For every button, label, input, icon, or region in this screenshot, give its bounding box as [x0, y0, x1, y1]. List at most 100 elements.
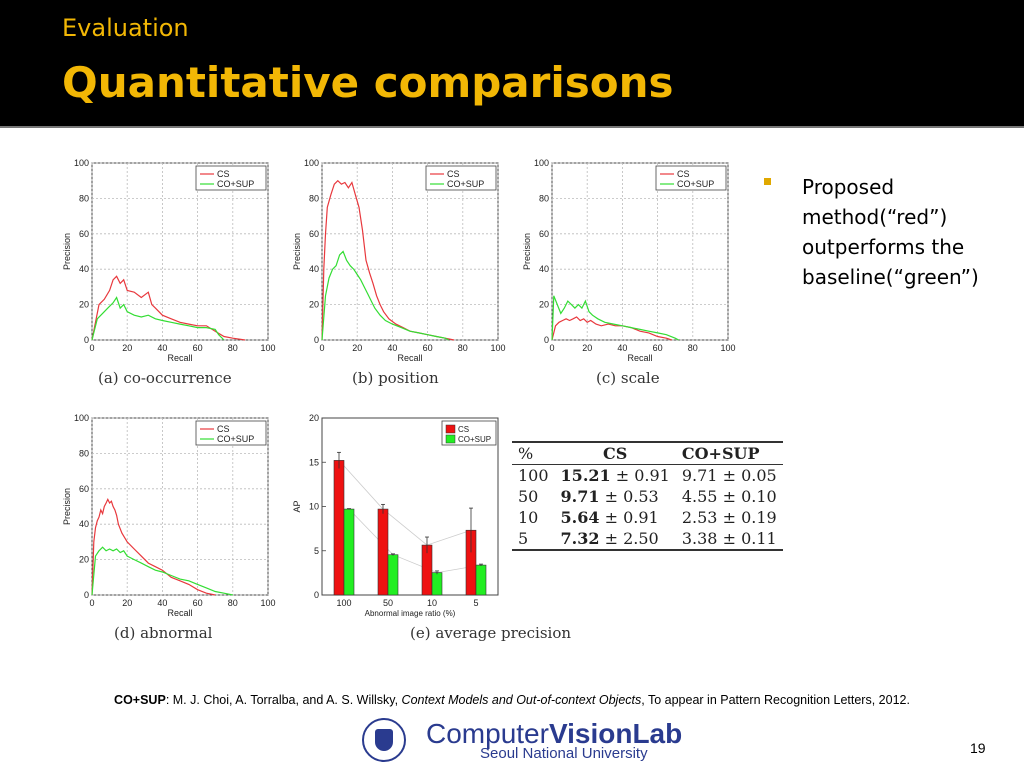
legend-label: CS — [217, 424, 230, 434]
chart-co-occurrence: 0 20 40 60 80 100 0 20 40 60 80 100 Recall Precision C… — [60, 155, 280, 375]
x-axis-label: Recall — [167, 608, 192, 618]
x-tick-label: 20 — [122, 598, 132, 608]
reference-venue: , To appear in Pattern Recognition Lette… — [641, 693, 910, 707]
x-axis-label: Recall — [397, 353, 422, 363]
reference-paper-title: Context Models and Out-of-context Object… — [401, 693, 642, 707]
y-tick-label: 15 — [309, 457, 319, 467]
lab-name-light: Computer — [426, 718, 549, 749]
table-cell-cs-value: 5.64 — [560, 508, 600, 527]
x-tick-label: 60 — [423, 343, 433, 353]
y-tick-label: 40 — [79, 264, 89, 274]
y-tick-label: 80 — [539, 193, 549, 203]
y-tick-label: 60 — [309, 229, 319, 239]
bar-co-sup — [475, 564, 487, 596]
y-tick-label: 80 — [79, 448, 89, 458]
y-tick-label: 60 — [79, 229, 89, 239]
chart-average-precision: 0 5 10 15 20 100 50 10 5 Abnormal image ratio (%)… — [290, 410, 510, 630]
slide-header: Evaluation Quantitative comparisons — [0, 0, 1024, 128]
y-tick-label: 10 — [309, 502, 319, 512]
slide-subtitle: Evaluation — [62, 14, 189, 42]
series-trend-line — [348, 508, 482, 574]
x-tick-label: 40 — [617, 343, 627, 353]
results-table: % CS CO+SUP 100 15.21 ± 0.91 9.71 ± 0.05… — [512, 441, 783, 551]
table-cell-cs-value: 7.32 — [560, 529, 600, 548]
legend-label: CS — [217, 169, 230, 179]
chart-svg: 0 20 40 60 80 100 0 20 40 60 80 100 Recall Precision C… — [62, 413, 276, 618]
x-tick-label: 100 — [490, 343, 505, 353]
y-tick-label: 40 — [79, 519, 89, 529]
table-row: 100 15.21 ± 0.91 9.71 ± 0.05 — [512, 465, 783, 487]
x-tick-label: 20 — [352, 343, 362, 353]
y-tick-label: 0 — [314, 590, 319, 600]
table-header-pct: % — [512, 441, 555, 465]
x-tick-label: 50 — [383, 598, 393, 608]
x-tick-label: 80 — [458, 343, 468, 353]
table-cell-cs: 9.71 ± 0.53 — [555, 486, 676, 507]
caption-scale: (c) scale — [596, 369, 660, 387]
series-line-cs — [91, 275, 246, 341]
x-tick-label: 20 — [582, 343, 592, 353]
table-header-row: % CS CO+SUP — [512, 441, 783, 465]
y-tick-label: 20 — [79, 555, 89, 565]
table-cell-cs: 5.64 ± 0.91 — [555, 507, 676, 528]
table-cell-pct: 50 — [518, 487, 539, 506]
table-cell-pct: 5 — [512, 528, 555, 551]
x-tick-label: 100 — [260, 343, 275, 353]
chart-svg: 0 5 10 15 20 100 50 10 5 Abnormal image ratio (%)… — [292, 413, 499, 618]
y-tick-label: 60 — [539, 229, 549, 239]
table-cell-cs-error: ± 0.91 — [599, 508, 659, 527]
y-axis-label: AP — [292, 500, 302, 512]
caption-co-occurrence: (a) co-occurrence — [98, 369, 232, 387]
y-tick-label: 20 — [309, 413, 319, 423]
chart-abnormal: 0 20 40 60 80 100 0 20 40 60 80 100 Recall Precision C… — [60, 410, 280, 630]
y-axis-label: Precision — [522, 233, 532, 270]
legend-label: CS — [447, 169, 460, 179]
x-tick-label: 60 — [193, 343, 203, 353]
x-axis-label: Recall — [627, 353, 652, 363]
bar-co-sup — [343, 508, 355, 596]
series-trend-line — [338, 460, 472, 546]
legend-swatch — [445, 434, 456, 444]
series-line-cs — [551, 316, 672, 341]
series-line-co-sup — [91, 546, 233, 596]
x-tick-label: 100 — [260, 598, 275, 608]
x-tick-label: 80 — [228, 598, 238, 608]
x-tick-label: 100 — [336, 598, 351, 608]
plot-area — [91, 417, 269, 596]
caption-abnormal: (d) abnormal — [114, 624, 213, 642]
y-tick-label: 40 — [309, 264, 319, 274]
legend-box — [195, 420, 267, 446]
series-line-co-sup — [91, 296, 225, 341]
bar-co-sup — [431, 572, 443, 596]
table-cell-cs-error: ± 2.50 — [599, 529, 659, 548]
bar-cs — [333, 460, 345, 596]
x-tick-label: 0 — [319, 343, 324, 353]
x-tick-label: 10 — [427, 598, 437, 608]
y-tick-label: 20 — [79, 300, 89, 310]
y-tick-label: 100 — [304, 158, 319, 168]
table-cell-pct: 10 — [518, 508, 539, 527]
legend-label: CO+SUP — [217, 434, 254, 444]
y-tick-label: 80 — [79, 193, 89, 203]
x-tick-label: 5 — [473, 598, 478, 608]
y-tick-label: 0 — [84, 590, 89, 600]
y-tick-label: 100 — [74, 158, 89, 168]
x-axis-label: Recall — [167, 353, 192, 363]
reference-citation: CO+SUP: M. J. Choi, A. Torralba, and A. … — [40, 690, 984, 710]
y-tick-label: 5 — [314, 546, 319, 556]
x-tick-label: 0 — [89, 343, 94, 353]
bar-co-sup — [387, 554, 399, 596]
plot-area — [91, 162, 269, 341]
lab-university: Seoul National University — [480, 745, 648, 762]
y-tick-label: 0 — [84, 335, 89, 345]
legend-swatch — [445, 424, 456, 434]
bullet-text: Proposed method(“red”) outperforms the b… — [802, 175, 979, 289]
caption-average-precision: (e) average precision — [410, 624, 572, 642]
y-tick-label: 40 — [539, 264, 549, 274]
header-divider — [0, 126, 1024, 128]
x-tick-label: 40 — [157, 343, 167, 353]
series-line-cs — [91, 498, 216, 596]
chart-position: 0 20 40 60 80 100 0 20 40 60 80 100 Recall Precision C… — [290, 155, 510, 375]
x-tick-label: 40 — [157, 598, 167, 608]
x-axis-label: Abnormal image ratio (%) — [365, 609, 456, 618]
